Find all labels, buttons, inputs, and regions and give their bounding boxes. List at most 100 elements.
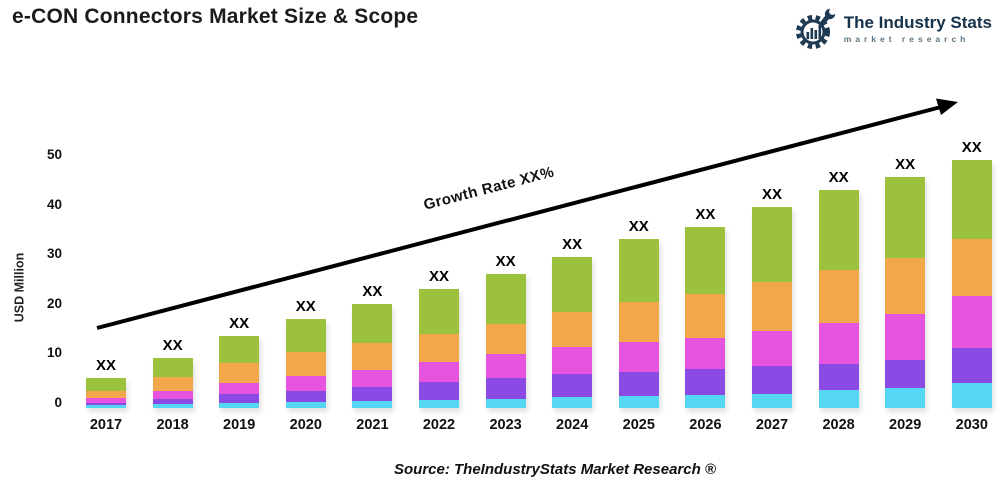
bar-segment-layer-5-top-green bbox=[951, 160, 992, 240]
bar-segment-layer-2-purple bbox=[285, 390, 326, 402]
y-tick-50: 50 bbox=[46, 147, 62, 162]
bar-2021 bbox=[352, 303, 393, 408]
bar-segment-layer-3-magenta bbox=[685, 337, 726, 370]
bar-segment-layer-4-orange bbox=[86, 390, 126, 398]
bar-segment-layer-3-magenta bbox=[352, 369, 393, 387]
bar-segment-layer-1-bottom-cyan bbox=[818, 390, 859, 408]
bar-2026 bbox=[685, 226, 726, 408]
x-axis-label-2024: 2024 bbox=[556, 417, 589, 433]
bar-value-label-2029: XX bbox=[895, 156, 916, 174]
bar-2020 bbox=[285, 318, 326, 408]
bar-segment-layer-5-top-green bbox=[152, 358, 193, 378]
bar-segment-layer-4-orange bbox=[818, 269, 859, 324]
x-axis-label-2018: 2018 bbox=[156, 417, 189, 433]
bar-segment-layer-4-orange bbox=[485, 323, 526, 355]
bar-segment-layer-4-orange bbox=[885, 257, 926, 314]
bar-segment-layer-1-bottom-cyan bbox=[152, 404, 193, 408]
y-tick-40: 40 bbox=[46, 196, 62, 212]
bar-segment-layer-5-top-green bbox=[485, 274, 526, 324]
bar-segment-layer-5-top-green bbox=[885, 177, 926, 258]
bar-segment-layer-5-top-green bbox=[552, 256, 593, 312]
bar-segment-layer-1-bottom-cyan bbox=[219, 402, 260, 408]
bar-value-label-2022: XX bbox=[428, 267, 449, 285]
bar-value-label-2017: XX bbox=[95, 357, 116, 375]
bar-segment-layer-1-bottom-cyan bbox=[618, 396, 659, 408]
bar-segment-layer-2-purple bbox=[951, 348, 992, 384]
bar-value-label-2020: XX bbox=[295, 297, 316, 315]
x-axis-label-2025: 2025 bbox=[622, 417, 655, 433]
bar-segment-layer-2-purple bbox=[152, 398, 193, 404]
bar-value-label-2025: XX bbox=[628, 218, 649, 236]
bar-segment-layer-5-top-green bbox=[618, 239, 659, 302]
bar-segment-layer-1-bottom-cyan bbox=[485, 398, 526, 408]
x-axis-label-2027: 2027 bbox=[755, 417, 789, 433]
bar-2025 bbox=[618, 239, 659, 408]
bar-2027 bbox=[752, 207, 792, 408]
bar-segment-layer-4-orange bbox=[618, 301, 659, 343]
y-tick-20: 20 bbox=[46, 295, 62, 311]
bar-2029 bbox=[885, 177, 926, 408]
bar-segment-layer-2-purple bbox=[485, 377, 526, 399]
bar-value-label-2021: XX bbox=[362, 282, 383, 300]
bar-segment-layer-2-purple bbox=[552, 374, 593, 398]
x-axis-label-2026: 2026 bbox=[689, 417, 722, 433]
bar-segment-layer-1-bottom-cyan bbox=[951, 383, 992, 408]
bar-segment-layer-2-purple bbox=[219, 394, 260, 403]
x-axis-label-2030: 2030 bbox=[955, 417, 988, 433]
bar-segment-layer-1-bottom-cyan bbox=[352, 400, 393, 408]
bar-value-label-2028: XX bbox=[828, 168, 849, 186]
x-axis-label-2017: 2017 bbox=[89, 417, 123, 433]
bar-segment-layer-4-orange bbox=[951, 239, 992, 297]
bar-segment-layer-2-purple bbox=[685, 369, 726, 396]
bar-2024 bbox=[552, 256, 593, 408]
x-axis-label-2019: 2019 bbox=[223, 417, 256, 433]
bar-value-label-2023: XX bbox=[495, 253, 516, 271]
bar-segment-layer-3-magenta bbox=[419, 361, 459, 383]
bar-2028 bbox=[818, 189, 859, 408]
bar-segment-layer-5-top-green bbox=[419, 288, 459, 334]
bar-segment-layer-1-bottom-cyan bbox=[685, 395, 726, 408]
bar-value-label-2019: XX bbox=[229, 315, 250, 333]
bar-segment-layer-4-orange bbox=[419, 333, 459, 362]
bar-segment-layer-5-top-green bbox=[86, 378, 126, 391]
bar-segment-layer-1-bottom-cyan bbox=[752, 393, 792, 408]
bar-segment-layer-1-bottom-cyan bbox=[285, 401, 326, 408]
x-axis-label-2023: 2023 bbox=[489, 417, 522, 433]
bar-segment-layer-5-top-green bbox=[752, 207, 792, 282]
bar-segment-layer-2-purple bbox=[419, 382, 459, 400]
x-axis-label-2029: 2029 bbox=[889, 417, 922, 433]
bar-segment-layer-4-orange bbox=[219, 363, 260, 384]
bar-2030 bbox=[951, 160, 992, 408]
x-axis-label-2028: 2028 bbox=[822, 417, 855, 433]
page-title: e-CON Connectors Market Size & Scope bbox=[12, 5, 419, 28]
bar-2018 bbox=[152, 358, 193, 408]
bar-segment-layer-4-orange bbox=[352, 343, 393, 370]
bar-segment-layer-1-bottom-cyan bbox=[885, 387, 926, 408]
bar-segment-layer-1-bottom-cyan bbox=[552, 397, 593, 408]
logo-name: The Industry Stats bbox=[843, 13, 992, 33]
bar-2023 bbox=[485, 274, 526, 408]
bar-segment-layer-1-bottom-cyan bbox=[419, 399, 459, 408]
bar-value-label-2024: XX bbox=[562, 235, 583, 253]
bar-segment-layer-2-purple bbox=[86, 402, 126, 406]
bar-segment-layer-5-top-green bbox=[352, 303, 393, 343]
bar-segment-layer-5-top-green bbox=[219, 336, 260, 364]
bar-segment-layer-4-orange bbox=[685, 293, 726, 338]
logo-tagline: market research bbox=[843, 33, 970, 44]
x-axis-label-2021: 2021 bbox=[356, 417, 389, 433]
bar-value-label-2018: XX bbox=[162, 337, 183, 355]
bar-2017 bbox=[86, 378, 126, 408]
y-tick-10: 10 bbox=[46, 345, 62, 361]
bar-value-label-2026: XX bbox=[695, 205, 716, 223]
bar-segment-layer-5-top-green bbox=[818, 189, 859, 270]
bar-segment-layer-3-magenta bbox=[818, 323, 859, 365]
bar-segment-layer-4-orange bbox=[752, 281, 792, 331]
bar-value-label-2030: XX bbox=[961, 139, 982, 156]
bar-2022 bbox=[419, 288, 459, 408]
y-tick-30: 30 bbox=[46, 246, 62, 262]
bar-segment-layer-4-orange bbox=[285, 352, 326, 377]
bar-value-label-2027: XX bbox=[761, 186, 782, 204]
bar-segment-layer-3-magenta bbox=[618, 342, 659, 372]
